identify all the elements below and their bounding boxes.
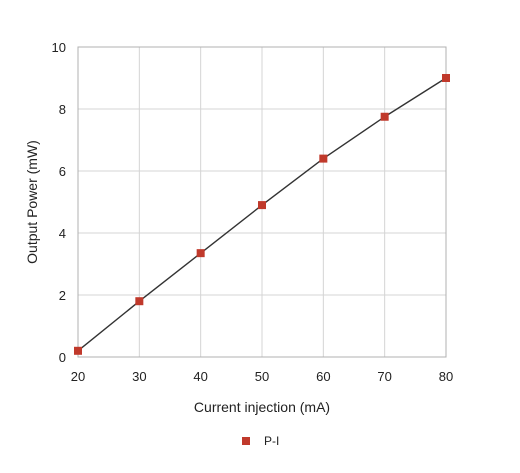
y-tick-label: 2 (59, 288, 66, 303)
y-tick-label: 10 (52, 40, 66, 55)
x-axis-title: Current injection (mA) (194, 399, 330, 415)
data-point (74, 346, 82, 355)
y-tick-label: 6 (59, 164, 66, 179)
x-tick-label: 50 (255, 369, 269, 384)
y-axis-ticks: 0 2 4 6 8 10 (52, 40, 66, 365)
legend-marker (242, 437, 250, 445)
x-tick-label: 70 (377, 369, 391, 384)
plot-area (77, 46, 447, 358)
y-tick-label: 8 (59, 102, 66, 117)
data-point (319, 154, 328, 163)
series-layer (74, 74, 450, 355)
x-axis-ticks: 20 30 40 50 60 70 80 (71, 369, 453, 384)
x-tick-label: 60 (316, 369, 330, 384)
legend-label: P-I (264, 434, 279, 448)
x-tick-label: 40 (193, 369, 207, 384)
x-tick-label: 20 (71, 369, 85, 384)
x-tick-label: 30 (132, 369, 146, 384)
data-point (196, 249, 205, 258)
y-tick-label: 4 (59, 226, 66, 241)
y-axis-title: Output Power (mW) (24, 140, 40, 264)
data-point (380, 112, 389, 121)
data-point (258, 201, 266, 210)
legend: P-I (242, 434, 279, 448)
x-tick-label: 80 (439, 369, 453, 384)
data-point (135, 297, 144, 306)
y-tick-label: 0 (59, 350, 66, 365)
data-point (442, 74, 450, 82)
